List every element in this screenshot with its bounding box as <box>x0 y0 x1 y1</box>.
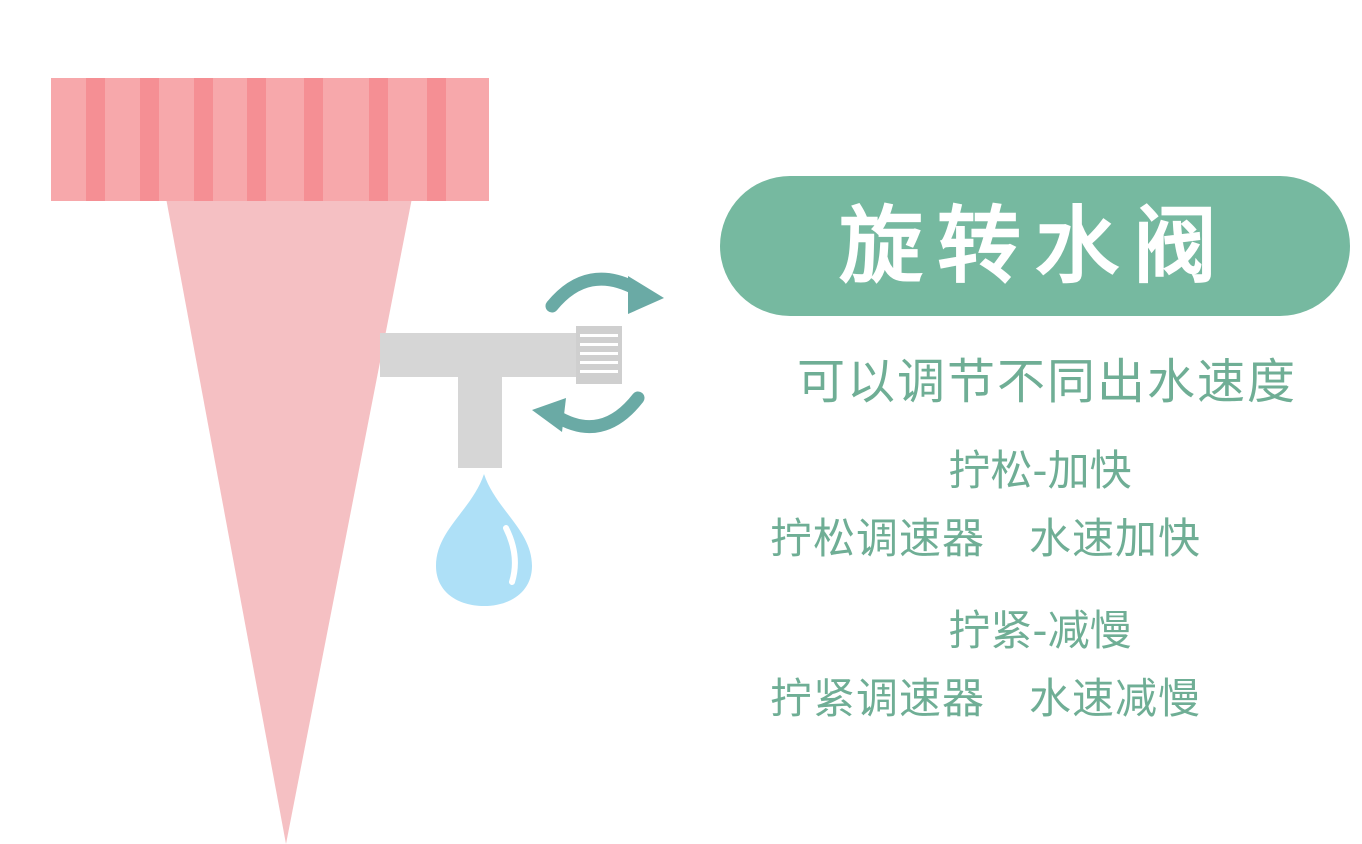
title-banner: 旋转水阀 <box>720 176 1350 316</box>
subtitle-text: 可以调节不同出水速度 <box>796 354 1297 410</box>
loosen-action: 拧松调速器 <box>770 514 986 563</box>
water-drop-icon <box>436 474 532 606</box>
tighten-result: 水速减慢 <box>1029 674 1202 723</box>
loosen-result: 水速加快 <box>1029 514 1202 563</box>
tighten-action: 拧紧调速器 <box>770 674 986 723</box>
valve-faucet <box>380 326 622 468</box>
loosen-heading: 拧松-加快 <box>948 446 1132 495</box>
bottle-cap <box>51 78 489 201</box>
cone-spike <box>166 198 412 844</box>
tighten-description: 拧紧调速器 水速减慢 <box>770 678 1201 720</box>
loosen-description: 拧松调速器 水速加快 <box>770 518 1201 560</box>
rotate-arrows-icon <box>532 272 664 434</box>
title-text: 旋转水阀 <box>838 197 1231 295</box>
tighten-heading: 拧紧-减慢 <box>948 606 1132 655</box>
